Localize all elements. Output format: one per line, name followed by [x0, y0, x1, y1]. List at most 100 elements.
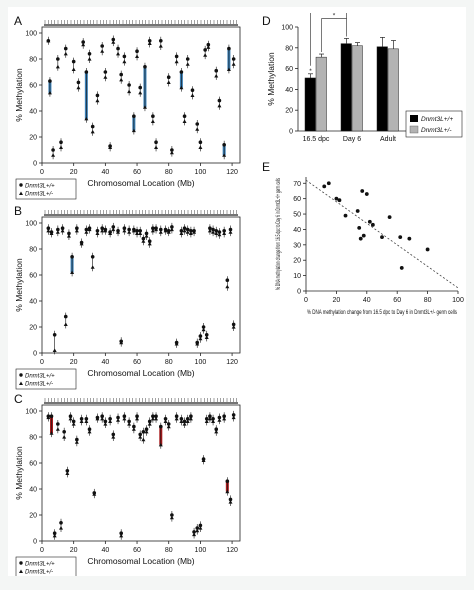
het-point	[182, 228, 187, 233]
het-point	[90, 129, 95, 134]
het-point	[154, 416, 159, 421]
het-point	[46, 228, 51, 233]
het-point	[46, 38, 51, 43]
y-tick-label: 100	[281, 25, 293, 32]
data-point-group	[103, 417, 108, 428]
wt-point	[174, 414, 179, 418]
het-point	[119, 533, 124, 538]
het-point	[87, 227, 92, 232]
wt-point	[90, 124, 95, 129]
y-tick-label: 60	[285, 66, 293, 73]
het-point	[207, 416, 212, 421]
x-tick-label: 120	[226, 547, 238, 554]
wt-point	[182, 114, 187, 118]
wt-point	[195, 526, 200, 530]
het-point	[135, 54, 140, 58]
chart-svg-c: C 0 20 40 60 80 100 0 20 40 60 80 100 120 Chromosomal …	[14, 392, 241, 578]
bar	[340, 43, 352, 132]
wt-point	[222, 414, 226, 418]
scatter-point	[370, 222, 375, 227]
het-point	[76, 85, 81, 90]
legend: Dnmt3L+/+ Dnmt3L+/-	[15, 178, 77, 200]
data-point-group	[169, 511, 174, 522]
data-point-group	[100, 412, 105, 423]
wt-point	[189, 229, 193, 233]
data-point-group	[163, 414, 168, 426]
het-point	[228, 230, 233, 234]
data-point-group	[150, 412, 155, 423]
wt-point	[174, 54, 179, 59]
wt-point	[103, 419, 108, 424]
het-point	[179, 231, 184, 235]
data-point-group	[141, 427, 146, 444]
scatter-point	[358, 236, 363, 241]
het-point	[217, 103, 222, 108]
x-tick-label: 20	[333, 297, 341, 304]
data-point-group	[228, 495, 233, 506]
het-point	[55, 64, 60, 69]
het-point	[214, 429, 219, 434]
data-point-group	[154, 224, 159, 234]
het-point	[52, 348, 57, 352]
data-point-group	[49, 412, 54, 438]
data-point-group	[203, 45, 208, 60]
x-tick-label: 20	[70, 169, 78, 176]
wt-point	[141, 236, 146, 241]
het-point	[52, 533, 57, 538]
x-tick-label: 0	[40, 547, 44, 554]
het-point	[166, 230, 171, 234]
het-point	[217, 232, 222, 237]
wt-point	[60, 226, 65, 230]
wt-point	[192, 530, 196, 534]
wt-point	[132, 114, 136, 118]
data-point-group	[70, 252, 75, 277]
het-point	[192, 532, 197, 537]
data-point-group	[225, 477, 230, 496]
data-point-group	[217, 413, 222, 425]
wt-point	[122, 414, 127, 418]
y-tick-label: 100	[25, 221, 37, 228]
het-point	[231, 62, 236, 66]
chart-svg-b: B 0 20 40 60 80 100 0 20 40 60 80 100 120 Chromosomal …	[14, 204, 241, 390]
y-tick-label: 100	[25, 31, 37, 38]
y-tick-label: 0	[33, 161, 37, 168]
bar	[376, 46, 388, 132]
het-point	[63, 322, 68, 326]
het-point	[154, 227, 159, 232]
het-point	[131, 427, 136, 431]
het-point	[182, 422, 187, 426]
x-tick-label: 100	[452, 297, 464, 304]
y-tick-label: 0	[289, 129, 293, 136]
het-point	[49, 431, 54, 435]
het-point	[147, 422, 152, 426]
wt-point	[147, 39, 152, 43]
plot-frame	[41, 404, 241, 542]
wt-point	[217, 415, 222, 420]
wt-point	[204, 417, 209, 421]
het-point	[198, 336, 203, 341]
y-tick-label: 20	[29, 135, 37, 142]
data-point-group	[141, 234, 146, 246]
het-point	[138, 435, 143, 439]
wt-point	[204, 333, 209, 337]
het-point	[84, 230, 89, 234]
data-point-group	[163, 225, 168, 235]
wt-point	[214, 229, 219, 233]
het-point	[119, 340, 124, 345]
data-point-group	[84, 414, 89, 426]
wt-point	[166, 422, 171, 426]
wt-point	[48, 79, 52, 83]
data-point-group	[147, 237, 152, 248]
het-point	[84, 116, 89, 121]
x-category-label: Adult	[380, 136, 396, 143]
het-point	[204, 419, 209, 423]
wt-point	[198, 140, 203, 144]
bar	[304, 77, 316, 132]
data-point-group	[100, 224, 105, 235]
chart-panel-a: A 0 20 40 60 80 100 0 20 40 60 80 100 120 Chromosomal …	[8, 13, 248, 201]
scatter-point	[360, 189, 365, 193]
scatter-point	[364, 192, 369, 196]
wt-point	[138, 229, 143, 233]
wt-point	[154, 414, 158, 418]
data-point-group	[195, 338, 200, 348]
